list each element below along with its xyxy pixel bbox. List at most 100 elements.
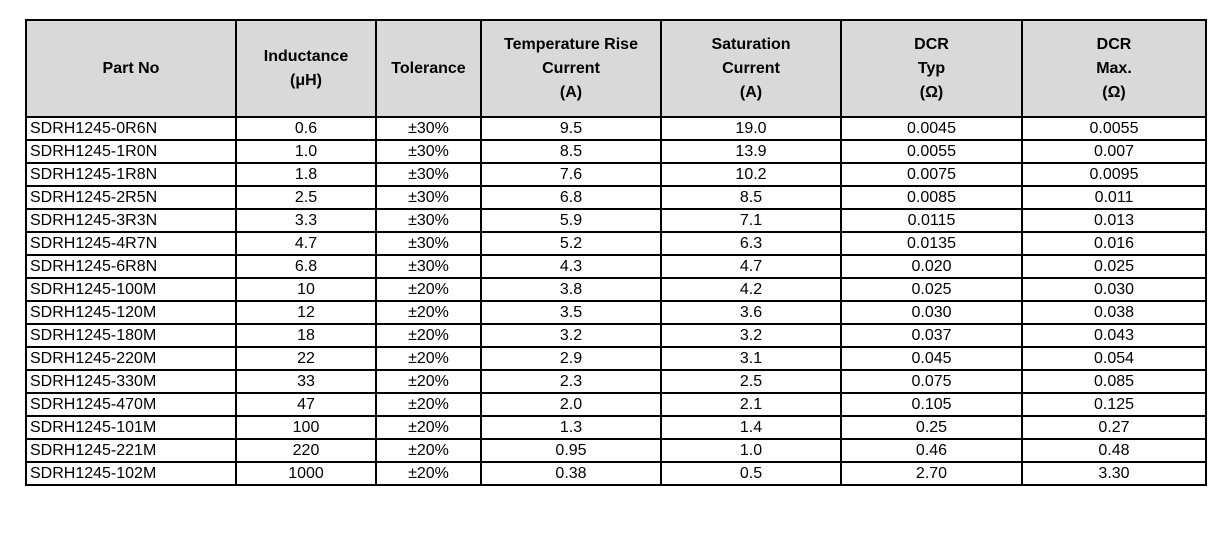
cell-saturation-current: 3.6: [660, 300, 842, 325]
header-dcr-max-line-1: DCR: [1096, 35, 1132, 53]
cell-dcr-typ: 0.0135: [840, 231, 1023, 256]
cell-saturation-current: 3.2: [660, 323, 842, 348]
cell-tolerance: ±20%: [375, 369, 482, 394]
cell-part-no: SDRH1245-220M: [25, 346, 237, 371]
cell-dcr-typ: 2.70: [840, 461, 1023, 486]
cell-part-no: SDRH1245-102M: [25, 461, 237, 486]
cell-dcr-typ: 0.46: [840, 438, 1023, 463]
cell-inductance: 2.5: [235, 185, 377, 210]
cell-saturation-current: 13.9: [660, 139, 842, 164]
cell-dcr-max: 0.016: [1021, 231, 1207, 256]
cell-dcr-typ: 0.037: [840, 323, 1023, 348]
header-dcr-typ-line-2: Typ: [917, 59, 946, 77]
cell-inductance: 1.0: [235, 139, 377, 164]
cell-part-no: SDRH1245-330M: [25, 369, 237, 394]
cell-tolerance: ±30%: [375, 139, 482, 164]
cell-part-no: SDRH1245-1R0N: [25, 139, 237, 164]
cell-tolerance: ±30%: [375, 254, 482, 279]
cell-dcr-max: 0.0095: [1021, 162, 1207, 187]
cell-dcr-typ: 0.025: [840, 277, 1023, 302]
cell-temp-rise-current: 0.38: [480, 461, 662, 486]
cell-dcr-max: 0.125: [1021, 392, 1207, 417]
cell-dcr-typ: 0.030: [840, 300, 1023, 325]
header-saturation-current: Saturation Current (A): [660, 19, 842, 118]
cell-temp-rise-current: 2.9: [480, 346, 662, 371]
cell-temp-rise-current: 5.9: [480, 208, 662, 233]
cell-saturation-current: 8.5: [660, 185, 842, 210]
cell-inductance: 1000: [235, 461, 377, 486]
cell-dcr-max: 0.025: [1021, 254, 1207, 279]
cell-dcr-typ: 0.0045: [840, 116, 1023, 141]
cell-saturation-current: 19.0: [660, 116, 842, 141]
cell-saturation-current: 1.0: [660, 438, 842, 463]
cell-inductance: 100: [235, 415, 377, 440]
cell-tolerance: ±20%: [375, 300, 482, 325]
table-row: SDRH1245-102M 1000 ±20% 0.38 0.5 2.70 3.30: [25, 461, 1207, 486]
cell-temp-rise-current: 9.5: [480, 116, 662, 141]
cell-saturation-current: 6.3: [660, 231, 842, 256]
table-row: SDRH1245-1R8N 1.8 ±30% 7.6 10.2 0.0075 0.0095: [25, 162, 1207, 187]
cell-temp-rise-current: 3.2: [480, 323, 662, 348]
cell-inductance: 47: [235, 392, 377, 417]
cell-dcr-typ: 0.0085: [840, 185, 1023, 210]
header-temp-rise-unit: (A): [559, 83, 583, 101]
cell-saturation-current: 10.2: [660, 162, 842, 187]
cell-tolerance: ±30%: [375, 162, 482, 187]
table-row: SDRH1245-2R5N 2.5 ±30% 6.8 8.5 0.0085 0.011: [25, 185, 1207, 210]
table-row: SDRH1245-1R0N 1.0 ±30% 8.5 13.9 0.0055 0.007: [25, 139, 1207, 164]
cell-saturation-current: 4.2: [660, 277, 842, 302]
cell-dcr-max: 0.054: [1021, 346, 1207, 371]
cell-part-no: SDRH1245-120M: [25, 300, 237, 325]
cell-inductance: 18: [235, 323, 377, 348]
cell-dcr-max: 0.007: [1021, 139, 1207, 164]
cell-tolerance: ±20%: [375, 323, 482, 348]
cell-inductance: 12: [235, 300, 377, 325]
cell-inductance: 0.6: [235, 116, 377, 141]
cell-temp-rise-current: 2.0: [480, 392, 662, 417]
cell-temp-rise-current: 1.3: [480, 415, 662, 440]
header-tolerance: Tolerance: [375, 19, 482, 118]
cell-temp-rise-current: 7.6: [480, 162, 662, 187]
header-temp-rise-line-1: Temperature Rise: [504, 35, 638, 53]
header-dcr-typ-line-1: DCR: [914, 35, 949, 53]
cell-dcr-typ: 0.105: [840, 392, 1023, 417]
cell-inductance: 33: [235, 369, 377, 394]
cell-part-no: SDRH1245-470M: [25, 392, 237, 417]
table-row: SDRH1245-220M 22 ±20% 2.9 3.1 0.045 0.054: [25, 346, 1207, 371]
cell-dcr-max: 0.043: [1021, 323, 1207, 348]
header-row: Part No Inductance (μH) Tolerance Temper…: [25, 19, 1207, 118]
table-body: SDRH1245-0R6N 0.6 ±30% 9.5 19.0 0.0045 0.0055 S…: [25, 116, 1207, 486]
cell-saturation-current: 3.1: [660, 346, 842, 371]
header-inductance-unit: (μH): [290, 71, 322, 89]
cell-dcr-max: 3.30: [1021, 461, 1207, 486]
cell-tolerance: ±30%: [375, 231, 482, 256]
table-row: SDRH1245-330M 33 ±20% 2.3 2.5 0.075 0.085: [25, 369, 1207, 394]
header-saturation-line-1: Saturation: [711, 35, 791, 53]
cell-temp-rise-current: 3.8: [480, 277, 662, 302]
cell-saturation-current: 4.7: [660, 254, 842, 279]
cell-inductance: 10: [235, 277, 377, 302]
cell-part-no: SDRH1245-4R7N: [25, 231, 237, 256]
cell-dcr-max: 0.011: [1021, 185, 1207, 210]
cell-saturation-current: 0.5: [660, 461, 842, 486]
header-temp-rise-line-2: Current: [542, 59, 600, 77]
cell-tolerance: ±20%: [375, 277, 482, 302]
cell-dcr-typ: 0.020: [840, 254, 1023, 279]
cell-tolerance: ±20%: [375, 392, 482, 417]
table-row: SDRH1245-6R8N 6.8 ±30% 4.3 4.7 0.020 0.025: [25, 254, 1207, 279]
cell-dcr-typ: 0.075: [840, 369, 1023, 394]
cell-dcr-max: 0.27: [1021, 415, 1207, 440]
cell-part-no: SDRH1245-0R6N: [25, 116, 237, 141]
cell-dcr-typ: 0.0075: [840, 162, 1023, 187]
cell-temp-rise-current: 6.8: [480, 185, 662, 210]
cell-inductance: 220: [235, 438, 377, 463]
cell-temp-rise-current: 8.5: [480, 139, 662, 164]
table-row: SDRH1245-221M 220 ±20% 0.95 1.0 0.46 0.48: [25, 438, 1207, 463]
cell-inductance: 6.8: [235, 254, 377, 279]
cell-tolerance: ±30%: [375, 185, 482, 210]
header-tolerance-line: Tolerance: [391, 59, 466, 77]
cell-temp-rise-current: 4.3: [480, 254, 662, 279]
table-row: SDRH1245-4R7N 4.7 ±30% 5.2 6.3 0.0135 0.016: [25, 231, 1207, 256]
header-inductance-line: Inductance: [263, 47, 349, 65]
header-part-no-line: Part No: [102, 59, 160, 77]
